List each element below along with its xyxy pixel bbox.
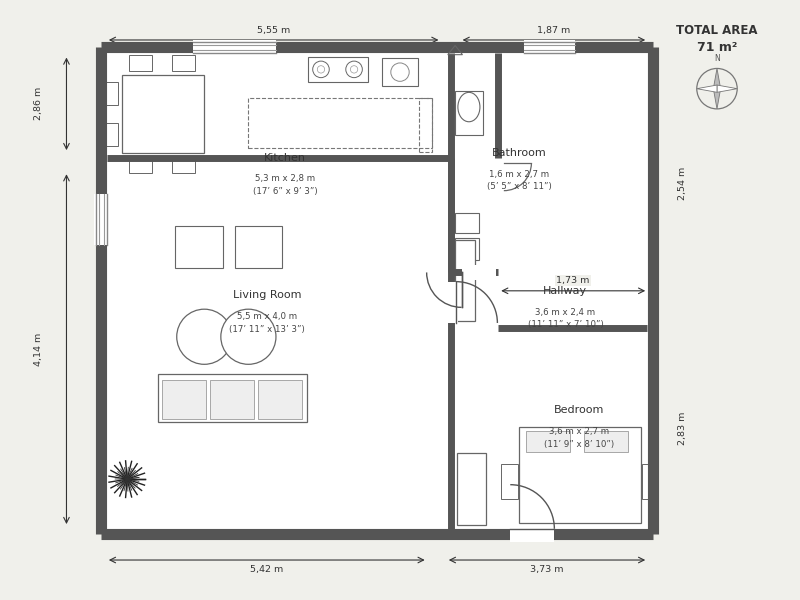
Bar bbox=[129, 157, 152, 173]
Bar bbox=[501, 464, 518, 499]
Text: 1,87 m: 1,87 m bbox=[537, 26, 570, 35]
Text: TOTAL AREA: TOTAL AREA bbox=[676, 24, 758, 37]
Text: 5,55 m: 5,55 m bbox=[258, 26, 290, 35]
Text: 5,3 m x 2,8 m
(17’ 6” x 9’ 3”): 5,3 m x 2,8 m (17’ 6” x 9’ 3”) bbox=[253, 175, 318, 196]
Circle shape bbox=[221, 309, 276, 364]
Circle shape bbox=[177, 309, 232, 364]
Ellipse shape bbox=[458, 92, 480, 122]
Text: 5,5 m x 4,0 m
(17’ 11” x 13’ 3”): 5,5 m x 4,0 m (17’ 11” x 13’ 3”) bbox=[229, 312, 305, 334]
Text: Bedroom: Bedroom bbox=[554, 405, 604, 415]
Bar bbox=[194, 40, 276, 55]
Text: 3,6 m x 2,4 m
(11’ 11” x 7’ 10”): 3,6 m x 2,4 m (11’ 11” x 7’ 10”) bbox=[527, 308, 603, 329]
Text: N: N bbox=[714, 54, 720, 63]
Bar bbox=[443, 281, 458, 323]
Bar bbox=[519, 427, 641, 523]
Bar bbox=[308, 56, 368, 82]
Bar bbox=[526, 431, 570, 452]
Text: 1,73 m: 1,73 m bbox=[556, 276, 590, 285]
Bar bbox=[172, 157, 195, 173]
Bar bbox=[248, 98, 432, 148]
Bar bbox=[234, 226, 282, 268]
Polygon shape bbox=[714, 89, 721, 109]
Text: 3,6 m x 2,7 m
(11’ 9” x 8’ 10”): 3,6 m x 2,7 m (11’ 9” x 8’ 10”) bbox=[544, 427, 614, 449]
Text: 1,6 m x 2,7 m
(5’ 5” x 8’ 11”): 1,6 m x 2,7 m (5’ 5” x 8’ 11”) bbox=[487, 170, 552, 191]
Bar bbox=[102, 47, 653, 534]
Polygon shape bbox=[717, 85, 738, 92]
Bar bbox=[455, 91, 482, 134]
Bar bbox=[382, 58, 418, 86]
Bar bbox=[510, 527, 554, 542]
Text: 2,83 m: 2,83 m bbox=[678, 412, 686, 445]
Bar bbox=[455, 213, 479, 233]
Text: Bathroom: Bathroom bbox=[492, 148, 547, 158]
Text: 4,14 m: 4,14 m bbox=[34, 333, 43, 366]
Text: 71 m²: 71 m² bbox=[697, 41, 737, 54]
Text: 5,42 m: 5,42 m bbox=[250, 565, 283, 574]
Text: Living Room: Living Room bbox=[233, 290, 301, 301]
Bar bbox=[129, 55, 152, 71]
Bar bbox=[462, 265, 497, 280]
Bar bbox=[457, 454, 486, 525]
Text: Kitchen: Kitchen bbox=[264, 152, 306, 163]
Bar bbox=[455, 240, 475, 321]
Bar bbox=[94, 194, 109, 245]
Bar bbox=[102, 82, 118, 105]
Bar bbox=[175, 226, 222, 268]
Bar bbox=[419, 98, 432, 152]
Text: 3,73 m: 3,73 m bbox=[530, 565, 564, 574]
Bar bbox=[162, 380, 206, 419]
Bar bbox=[122, 75, 204, 153]
Polygon shape bbox=[697, 85, 717, 92]
Bar bbox=[172, 55, 195, 71]
Text: 2,54 m: 2,54 m bbox=[678, 167, 686, 200]
Polygon shape bbox=[714, 68, 721, 89]
Bar bbox=[258, 380, 302, 419]
Bar bbox=[210, 380, 254, 419]
Bar bbox=[524, 40, 574, 55]
Bar bbox=[642, 464, 658, 499]
Text: 2,86 m: 2,86 m bbox=[34, 87, 43, 120]
Text: Hallway: Hallway bbox=[543, 286, 587, 296]
Bar bbox=[158, 374, 307, 422]
Bar bbox=[584, 431, 628, 452]
Bar bbox=[455, 238, 479, 260]
Bar bbox=[102, 122, 118, 146]
